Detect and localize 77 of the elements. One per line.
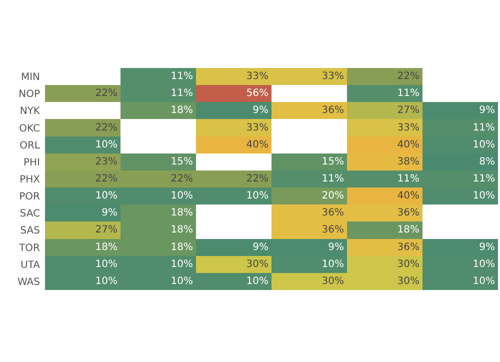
data-label: 18%	[170, 105, 193, 116]
data-label: 9%	[328, 242, 344, 253]
data-label: 22%	[170, 174, 193, 184]
data-label: 11%	[397, 174, 420, 184]
data-label: 22%	[95, 88, 118, 100]
y-tick-label: NYK	[20, 106, 40, 118]
data-label: 11%	[397, 88, 420, 100]
data-label: 11%	[472, 122, 495, 134]
data-label: 33%	[397, 122, 420, 134]
y-tick-label: SAS	[20, 226, 40, 237]
data-label: 30%	[322, 276, 344, 287]
y-tick-label: NOP	[18, 89, 40, 100]
data-label: 22%	[95, 122, 118, 134]
data-label: 10%	[95, 139, 118, 150]
data-label: 36%	[322, 224, 344, 236]
data-label: 56%	[246, 88, 268, 100]
y-tick-label: TOR	[18, 242, 40, 254]
data-label: 30%	[246, 258, 268, 270]
y-tick-label: UTA	[20, 260, 40, 271]
y-tick-label: ORL	[20, 140, 40, 152]
data-label: 10%	[170, 190, 193, 202]
data-label: 40%	[397, 190, 420, 202]
data-label: 10%	[95, 276, 118, 287]
data-label: 22%	[95, 174, 118, 184]
data-label: 10%	[246, 276, 268, 287]
data-label: 10%	[322, 258, 344, 270]
data-label: 9%	[252, 105, 268, 116]
data-label: 27%	[397, 105, 420, 116]
data-label: 11%	[170, 71, 193, 82]
data-label: 33%	[246, 71, 268, 82]
data-label: 9%	[479, 105, 495, 116]
data-label: 9%	[102, 208, 118, 219]
data-label: 10%	[170, 276, 193, 287]
data-label: 22%	[246, 174, 268, 184]
data-label: 10%	[246, 190, 268, 202]
data-label: 10%	[472, 190, 495, 202]
data-label: 22%	[397, 71, 420, 82]
data-label: 30%	[397, 258, 420, 270]
data-label: 11%	[170, 88, 193, 100]
data-label: 27%	[95, 224, 118, 236]
data-label: 30%	[397, 276, 420, 287]
data-label: 10%	[170, 258, 193, 270]
data-label: 18%	[397, 224, 420, 236]
data-label: 18%	[170, 242, 193, 253]
data-label: 36%	[397, 242, 420, 253]
data-label: 15%	[170, 156, 193, 168]
y-tick-label: PHI	[24, 157, 40, 168]
data-label: 9%	[479, 242, 495, 253]
data-label: 38%	[397, 156, 420, 168]
data-label: 33%	[322, 71, 344, 82]
data-label: 8%	[479, 156, 495, 168]
data-label: 40%	[246, 139, 268, 150]
data-label: 33%	[246, 122, 268, 134]
data-label: 20%	[322, 190, 344, 202]
data-label: 36%	[322, 208, 344, 219]
y-tick-label: SAC	[20, 208, 40, 220]
data-label: 10%	[472, 276, 495, 287]
data-label: 18%	[170, 224, 193, 236]
data-label: 10%	[95, 258, 118, 270]
data-label: 9%	[252, 242, 268, 253]
y-tick-label: OKC	[19, 123, 40, 134]
data-label: 36%	[397, 208, 420, 219]
data-label: 11%	[322, 174, 344, 184]
data-label: 23%	[95, 156, 118, 168]
data-label: 10%	[472, 139, 495, 150]
y-tick-label: MIN	[20, 72, 40, 84]
y-tick-label: PHX	[20, 174, 40, 186]
data-label: 40%	[397, 139, 420, 150]
data-label: 18%	[170, 208, 193, 219]
data-label: 36%	[322, 105, 344, 116]
y-tick-label: WAS	[17, 276, 40, 288]
data-label: 15%	[322, 156, 344, 168]
data-label: 10%	[95, 190, 118, 202]
y-tick-label: POR	[19, 192, 40, 203]
data-label: 11%	[472, 174, 495, 184]
data-label: 10%	[472, 258, 495, 270]
data-label: 18%	[95, 242, 118, 253]
